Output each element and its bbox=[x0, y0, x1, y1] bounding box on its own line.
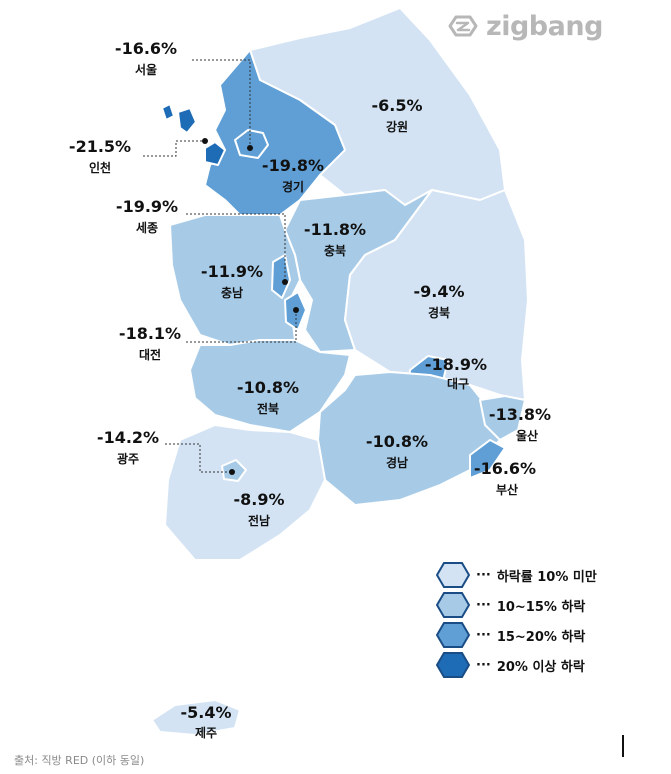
zigbang-logo-text: zigbang bbox=[486, 10, 603, 42]
region-sejong bbox=[271, 254, 291, 299]
leader-seoul bbox=[192, 59, 251, 148]
label-name-gyeongnam: 경남 bbox=[386, 455, 408, 470]
leader-sejong bbox=[186, 213, 286, 282]
dot-seoul bbox=[247, 145, 253, 151]
dot-sejong bbox=[282, 279, 288, 285]
label-name-incheon: 인천 bbox=[89, 160, 111, 175]
label-value-seoul: -16.6% bbox=[115, 39, 177, 58]
leader-gwangju bbox=[165, 443, 232, 473]
region-incheon bbox=[161, 103, 226, 166]
region-labels: -16.6% 서울 -21.5% 인천 -19.8% 경기 -6.5% 강원 -… bbox=[69, 39, 551, 740]
legend-swatch-icon bbox=[436, 622, 470, 648]
legend-dots: ··· bbox=[476, 567, 491, 583]
region-gyeongnam bbox=[317, 371, 501, 506]
legend-swatch-icon bbox=[436, 592, 470, 618]
leader-dots bbox=[202, 138, 299, 475]
label-name-gwangju: 광주 bbox=[117, 451, 139, 466]
label-name-gyeonggi: 경기 bbox=[282, 179, 304, 194]
dot-daejeon bbox=[293, 307, 299, 313]
legend-label: 20% 이상 하락 bbox=[496, 659, 585, 675]
legend-label: 하락률 10% 미만 bbox=[496, 569, 597, 585]
label-value-ulsan: -13.8% bbox=[489, 405, 551, 424]
label-value-sejong: -19.9% bbox=[116, 197, 178, 216]
label-value-gyeongnam: -10.8% bbox=[366, 432, 428, 451]
label-name-jeonbuk: 전북 bbox=[257, 401, 279, 416]
label-value-gangwon: -6.5% bbox=[371, 96, 422, 115]
label-value-jeju: -5.4% bbox=[180, 703, 231, 722]
leader-incheon bbox=[143, 140, 205, 157]
region-ulsan bbox=[479, 395, 526, 441]
label-value-jeonbuk: -10.8% bbox=[237, 378, 299, 397]
label-value-daejeon: -18.1% bbox=[119, 324, 181, 343]
label-value-chungbuk: -11.8% bbox=[304, 220, 366, 239]
label-name-seoul: 서울 bbox=[135, 62, 157, 77]
legend-label: 15~20% 하락 bbox=[496, 629, 586, 645]
region-jeju bbox=[151, 699, 241, 736]
leader-lines bbox=[143, 59, 297, 473]
label-value-daegu: -18.9% bbox=[425, 355, 487, 374]
legend-label: 10~15% 하락 bbox=[496, 599, 586, 615]
zigbang-logo: zigbang bbox=[448, 8, 603, 44]
label-name-jeonnam: 전남 bbox=[248, 513, 270, 528]
label-name-ulsan: 울산 bbox=[516, 428, 538, 443]
label-value-incheon: -21.5% bbox=[69, 137, 131, 156]
label-name-sejong: 세종 bbox=[136, 220, 158, 235]
dot-incheon bbox=[202, 138, 208, 144]
region-jeonnam bbox=[164, 424, 326, 561]
text-cursor-icon bbox=[622, 735, 624, 757]
leader-daejeon bbox=[186, 310, 297, 343]
label-name-chungnam: 충남 bbox=[221, 285, 243, 300]
region-busan bbox=[469, 439, 506, 479]
legend-item-10-15: ··· 10~15% 하락 bbox=[436, 592, 585, 618]
region-seoul bbox=[234, 129, 269, 159]
legend-item-under-10: ··· 하락률 10% 미만 bbox=[436, 562, 597, 588]
label-name-chungbuk: 충북 bbox=[324, 243, 346, 258]
source-note: 출처: 직방 RED (이하 동일) bbox=[14, 754, 145, 767]
dot-gwangju bbox=[229, 469, 235, 475]
label-name-daejeon: 대전 bbox=[139, 347, 161, 362]
legend-swatch-icon bbox=[436, 562, 470, 588]
label-name-daegu: 대구 bbox=[447, 377, 469, 391]
label-name-jeju: 제주 bbox=[195, 726, 217, 740]
legend-swatch-icon bbox=[436, 652, 470, 678]
label-value-chungnam: -11.9% bbox=[201, 262, 263, 281]
legend-item-15-20: ··· 15~20% 하락 bbox=[436, 622, 585, 648]
region-jeonbuk bbox=[189, 339, 351, 433]
label-name-gangwon: 강원 bbox=[386, 120, 408, 134]
legend-dots: ··· bbox=[476, 657, 491, 673]
legend-dots: ··· bbox=[476, 627, 491, 643]
label-name-busan: 부산 bbox=[496, 482, 518, 497]
label-value-busan: -16.6% bbox=[474, 459, 536, 478]
legend-dots: ··· bbox=[476, 597, 491, 613]
label-name-gyeongbuk: 경북 bbox=[428, 306, 450, 320]
legend-item-over-20: ··· 20% 이상 하락 bbox=[436, 652, 585, 678]
label-value-gyeonggi: -19.8% bbox=[262, 156, 324, 175]
label-value-jeonnam: -8.9% bbox=[233, 490, 284, 509]
zigbang-logo-icon bbox=[448, 15, 478, 37]
label-value-gwangju: -14.2% bbox=[97, 428, 159, 447]
label-value-gyeongbuk: -9.4% bbox=[413, 282, 464, 301]
